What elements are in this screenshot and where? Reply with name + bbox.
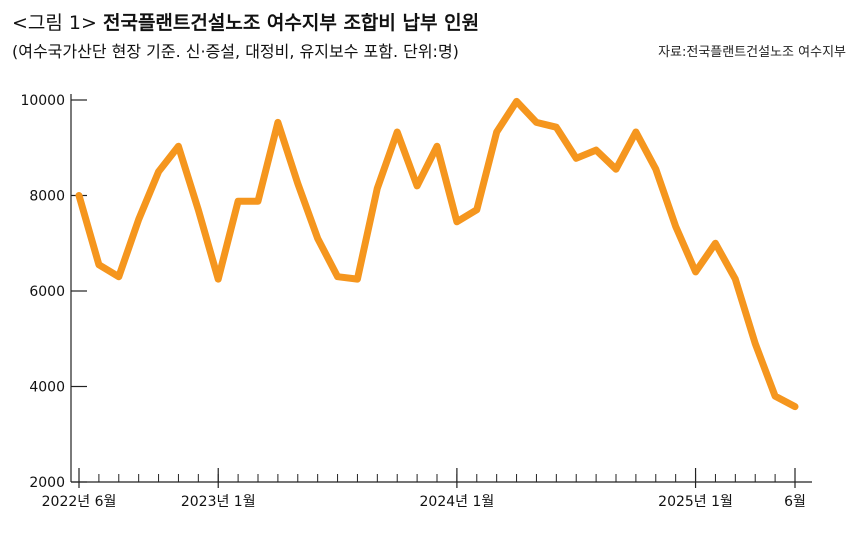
y-tick-label: 10000 xyxy=(20,93,65,109)
x-tick-label: 2024년 1월 xyxy=(420,494,495,510)
x-tick-label: 2025년 1월 xyxy=(658,494,733,510)
title-text: 전국플랜트건설노조 여수지부 조합비 납부 인원 xyxy=(102,12,480,34)
y-tick-label: 2000 xyxy=(29,475,65,491)
y-tick-label: 4000 xyxy=(29,380,65,396)
x-tick-label: 2022년 6월 xyxy=(42,494,117,510)
figure-number: <그림 1> xyxy=(12,12,97,34)
chart-marks xyxy=(75,97,799,411)
y-tick-label: 8000 xyxy=(29,189,65,205)
source-note: 자료:전국플랜트건설노조 여수지부 xyxy=(658,45,846,60)
x-tick-label: 2023년 1월 xyxy=(181,494,256,510)
chart-axes: 2000 4000 6000 8000 10000 2022년 6월 2023년 1월 202… xyxy=(20,93,812,510)
series-line xyxy=(75,97,799,411)
chart-subtitle: (여수국가산단 현장 기준. 신·증설, 대정비, 유지보수 포함. 단위:명) xyxy=(12,42,459,61)
chart-title: <그림 1> 전국플랜트건설노조 여수지부 조합비 납부 인원 xyxy=(12,8,479,35)
y-tick-label: 6000 xyxy=(29,284,65,300)
x-tick-label: 6월 xyxy=(784,494,806,510)
